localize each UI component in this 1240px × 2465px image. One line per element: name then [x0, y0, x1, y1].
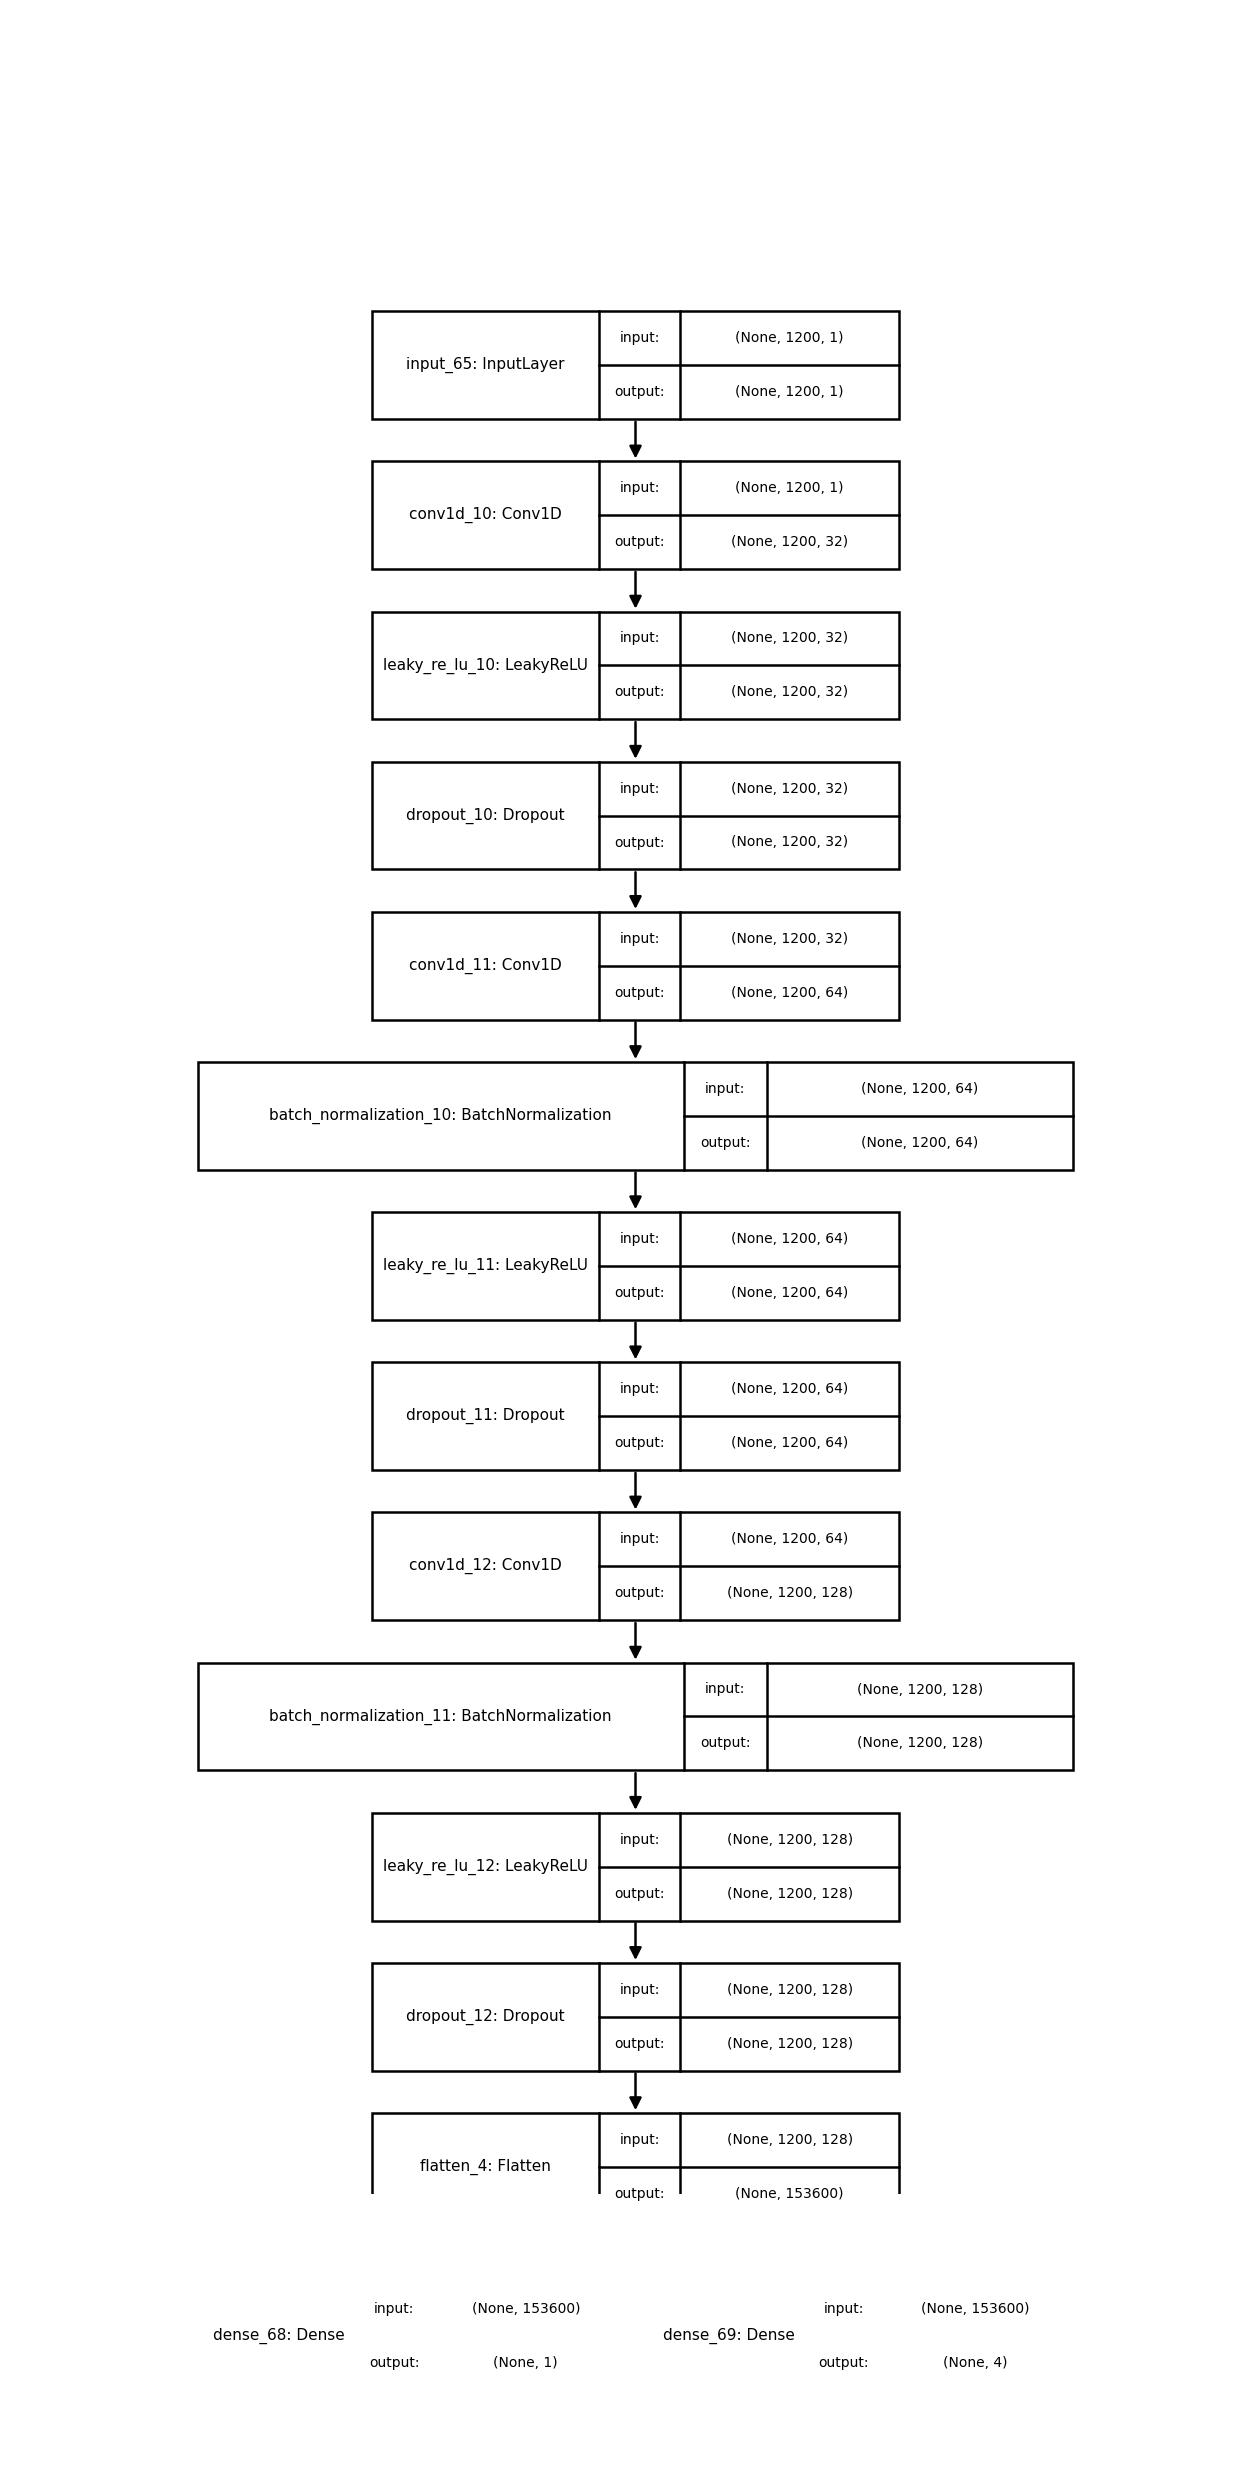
Text: (None, 1200, 128): (None, 1200, 128) — [727, 1831, 853, 1846]
Text: output:: output: — [701, 1735, 750, 1750]
Text: conv1d_10: Conv1D: conv1d_10: Conv1D — [409, 508, 562, 523]
Text: output:: output: — [818, 2357, 869, 2371]
Text: (None, 4): (None, 4) — [942, 2357, 1008, 2371]
Text: output:: output: — [614, 1437, 665, 1449]
Text: output:: output: — [701, 1136, 750, 1149]
Text: (None, 1200, 64): (None, 1200, 64) — [732, 1232, 848, 1245]
Bar — [372, 1213, 899, 1319]
Text: (None, 1200, 32): (None, 1200, 32) — [732, 836, 848, 850]
Text: input:: input: — [619, 1383, 660, 1395]
Text: (None, 1200, 32): (None, 1200, 32) — [732, 685, 848, 700]
Text: (None, 1200, 1): (None, 1200, 1) — [735, 330, 844, 345]
Text: (None, 1200, 64): (None, 1200, 64) — [732, 1437, 848, 1449]
Text: (None, 153600): (None, 153600) — [735, 2186, 844, 2201]
Text: (None, 1200, 32): (None, 1200, 32) — [732, 932, 848, 947]
Text: dense_68: Dense: dense_68: Dense — [213, 2329, 345, 2344]
Text: (None, 1200, 64): (None, 1200, 64) — [862, 1136, 978, 1149]
Text: output:: output: — [370, 2357, 419, 2371]
Text: input:: input: — [619, 781, 660, 796]
Text: dropout_12: Dropout: dropout_12: Dropout — [405, 2009, 564, 2024]
Text: (None, 1200, 128): (None, 1200, 128) — [727, 1587, 853, 1600]
Bar — [197, 1062, 1074, 1171]
Text: output:: output: — [614, 385, 665, 399]
Bar — [197, 1661, 1074, 1770]
Bar — [372, 2113, 899, 2221]
Text: output:: output: — [614, 1886, 665, 1901]
Text: input:: input: — [823, 2302, 864, 2317]
Text: input:: input: — [619, 481, 660, 495]
Text: conv1d_12: Conv1D: conv1d_12: Conv1D — [409, 1558, 562, 1575]
Text: (None, 1200, 128): (None, 1200, 128) — [857, 1684, 983, 1696]
Bar — [372, 1962, 899, 2071]
Text: input:: input: — [706, 1082, 745, 1097]
Text: (None, 1200, 1): (None, 1200, 1) — [735, 481, 844, 495]
Text: batch_normalization_10: BatchNormalization: batch_normalization_10: BatchNormalizati… — [269, 1107, 611, 1124]
Text: (None, 1200, 64): (None, 1200, 64) — [862, 1082, 978, 1097]
Text: input:: input: — [374, 2302, 414, 2317]
Text: dropout_11: Dropout: dropout_11: Dropout — [405, 1408, 564, 1425]
Text: input:: input: — [619, 1982, 660, 1997]
Text: input:: input: — [619, 1232, 660, 1245]
Text: conv1d_11: Conv1D: conv1d_11: Conv1D — [409, 956, 562, 974]
Text: (None, 1200, 128): (None, 1200, 128) — [727, 2132, 853, 2147]
Text: (None, 1200, 64): (None, 1200, 64) — [732, 1533, 848, 1546]
Text: (None, 1200, 32): (None, 1200, 32) — [732, 631, 848, 646]
Text: output:: output: — [614, 2186, 665, 2201]
Text: (None, 1200, 128): (None, 1200, 128) — [727, 1886, 853, 1901]
Text: output:: output: — [614, 685, 665, 700]
Text: (None, 153600): (None, 153600) — [921, 2302, 1029, 2317]
Text: (None, 1): (None, 1) — [494, 2357, 558, 2371]
Text: (None, 153600): (None, 153600) — [471, 2302, 580, 2317]
Text: flatten_4: Flatten: flatten_4: Flatten — [420, 2159, 551, 2174]
Text: output:: output: — [614, 986, 665, 1001]
Text: (None, 1200, 128): (None, 1200, 128) — [727, 1982, 853, 1997]
Bar — [372, 461, 899, 569]
Text: input:: input: — [619, 1533, 660, 1546]
Text: (None, 1200, 32): (None, 1200, 32) — [732, 535, 848, 550]
Text: input:: input: — [706, 1684, 745, 1696]
Text: leaky_re_lu_11: LeakyReLU: leaky_re_lu_11: LeakyReLU — [383, 1257, 588, 1274]
Bar — [372, 762, 899, 870]
Bar — [372, 1363, 899, 1469]
Text: (None, 1200, 128): (None, 1200, 128) — [857, 1735, 983, 1750]
Text: output:: output: — [614, 1287, 665, 1299]
Text: leaky_re_lu_10: LeakyReLU: leaky_re_lu_10: LeakyReLU — [383, 658, 588, 673]
Bar — [206, 2283, 616, 2391]
Text: (None, 1200, 64): (None, 1200, 64) — [732, 1287, 848, 1299]
Bar — [372, 912, 899, 1021]
Text: input:: input: — [619, 330, 660, 345]
Text: (None, 1200, 64): (None, 1200, 64) — [732, 986, 848, 1001]
Text: dense_69: Dense: dense_69: Dense — [663, 2329, 795, 2344]
Text: (None, 1200, 1): (None, 1200, 1) — [735, 385, 844, 399]
Text: dropout_10: Dropout: dropout_10: Dropout — [405, 809, 564, 823]
Text: output:: output: — [614, 535, 665, 550]
Bar — [372, 1514, 899, 1620]
Text: output:: output: — [614, 836, 665, 850]
Bar — [372, 311, 899, 419]
Text: (None, 1200, 128): (None, 1200, 128) — [727, 2036, 853, 2051]
Text: input:: input: — [619, 2132, 660, 2147]
Text: input:: input: — [619, 631, 660, 646]
Bar — [372, 1812, 899, 1920]
Text: batch_normalization_11: BatchNormalization: batch_normalization_11: BatchNormalizati… — [269, 1708, 611, 1726]
Text: output:: output: — [614, 2036, 665, 2051]
Text: output:: output: — [614, 1587, 665, 1600]
Text: input:: input: — [619, 1831, 660, 1846]
Text: input_65: InputLayer: input_65: InputLayer — [405, 357, 564, 372]
Text: leaky_re_lu_12: LeakyReLU: leaky_re_lu_12: LeakyReLU — [383, 1859, 588, 1876]
Text: (None, 1200, 32): (None, 1200, 32) — [732, 781, 848, 796]
Bar — [655, 2283, 1065, 2391]
Text: (None, 1200, 64): (None, 1200, 64) — [732, 1383, 848, 1395]
Bar — [372, 611, 899, 720]
Text: input:: input: — [619, 932, 660, 947]
